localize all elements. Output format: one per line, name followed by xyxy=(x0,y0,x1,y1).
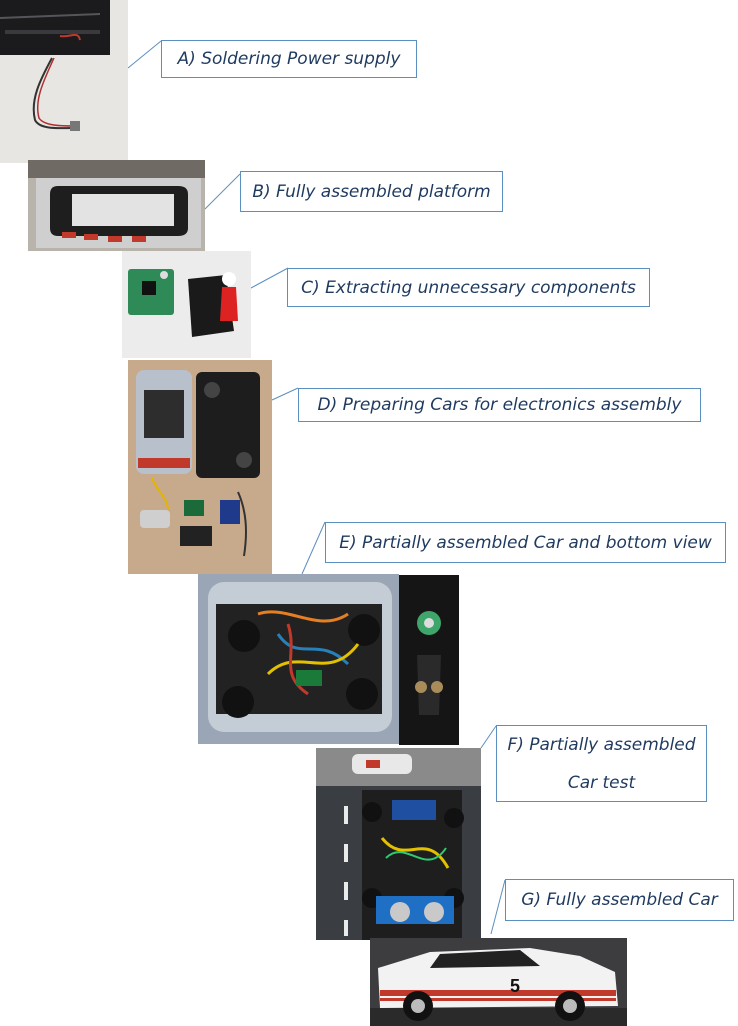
partial-car-photo xyxy=(198,574,399,744)
step-a-label: A) Soldering Power supply xyxy=(161,40,417,78)
slot-track-platform-photo xyxy=(28,160,205,251)
step-f-label-line2: Car test xyxy=(567,772,636,793)
disassembled-car-photo xyxy=(128,360,272,574)
extracted-components-photo xyxy=(122,251,251,358)
car-bottom-view-photo xyxy=(399,575,459,745)
step-f-label-line1: F) Partially assembled xyxy=(507,734,696,755)
step-g-label: G) Fully assembled Car xyxy=(505,879,734,921)
step-e-label: E) Partially assembled Car and bottom vi… xyxy=(325,522,726,563)
step-b-label: B) Fully assembled platform xyxy=(240,171,503,212)
step-f-label: F) Partially assembled Car test xyxy=(496,725,707,802)
car-test-photo xyxy=(316,748,481,940)
power-supply-soldering-photo xyxy=(0,0,128,163)
step-c-label: C) Extracting unnecessary components xyxy=(287,268,650,307)
assembled-car-photo: 5 xyxy=(370,938,627,1026)
car-number: 5 xyxy=(510,976,520,996)
step-d-label: D) Preparing Cars for electronics assemb… xyxy=(298,388,701,422)
